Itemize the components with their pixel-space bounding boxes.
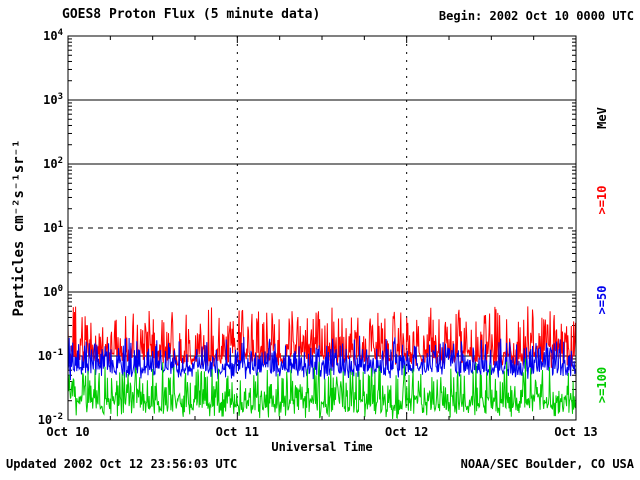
- x-tick-label: Oct 10: [46, 425, 89, 439]
- chart-title: GOES8 Proton Flux (5 minute data): [62, 7, 321, 22]
- y-tick-label: 100: [43, 284, 63, 299]
- x-axis-label: Universal Time: [271, 440, 373, 454]
- y-tick-label: 104: [43, 28, 63, 43]
- y-tick-label: 10-2: [38, 412, 63, 427]
- plot-border: [67, 35, 577, 421]
- series-line-gege100: [67, 358, 577, 420]
- credit-label: NOAA/SEC Boulder, CO USA: [460, 457, 634, 471]
- y-axis-label: Particles cm⁻²s⁻¹sr⁻¹: [11, 139, 27, 317]
- x-tick-label: Oct 13: [554, 425, 597, 439]
- begin-time-label: Begin: 2002 Oct 10 0000 UTC: [438, 9, 634, 23]
- y-tick-label: 101: [43, 220, 63, 235]
- x-tick-label: Oct 12: [385, 425, 428, 439]
- updated-timestamp: Updated 2002 Oct 12 23:56:03 UTC: [6, 457, 238, 471]
- y-tick-label: 102: [43, 156, 63, 171]
- y-tick-label: 10-1: [38, 348, 63, 363]
- series-label-ge100: >=100: [595, 366, 609, 404]
- x-tick-label: Oct 11: [216, 425, 259, 439]
- series-line-gege50: [67, 335, 577, 381]
- y-tick-label: 103: [43, 92, 63, 107]
